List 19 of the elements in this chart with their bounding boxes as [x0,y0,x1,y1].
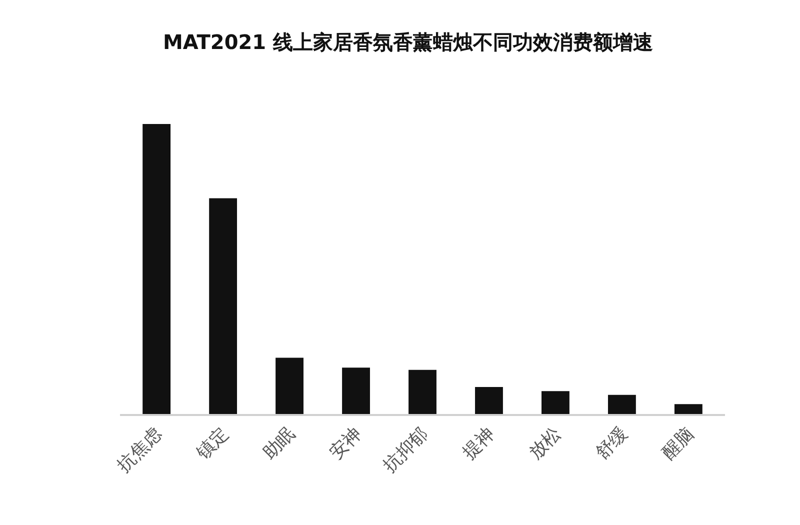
bar [542,391,570,414]
x-tick-label: 抗抑郁 [379,423,432,476]
x-tick-label: 安神 [326,423,366,464]
bar [142,124,171,414]
bar [608,394,636,414]
bar [408,370,436,414]
x-tick-label: 助眠 [259,423,300,464]
x-tick-label: 抗焦虑 [113,423,166,476]
bar [475,387,503,414]
x-tick-label: 放松 [525,423,566,464]
x-tick-label: 舒缓 [592,423,632,464]
x-tick-label: 醒脑 [658,423,698,464]
x-tick-label: 镇定 [192,423,233,464]
bar [209,198,238,414]
x-tick-label: 提神 [458,423,499,464]
bar [342,368,370,414]
bar [276,358,304,414]
bar [674,404,702,414]
chart-title: MAT2021 线上家居香氛香薰蜡烛不同功效消费额增速 [162,30,654,54]
